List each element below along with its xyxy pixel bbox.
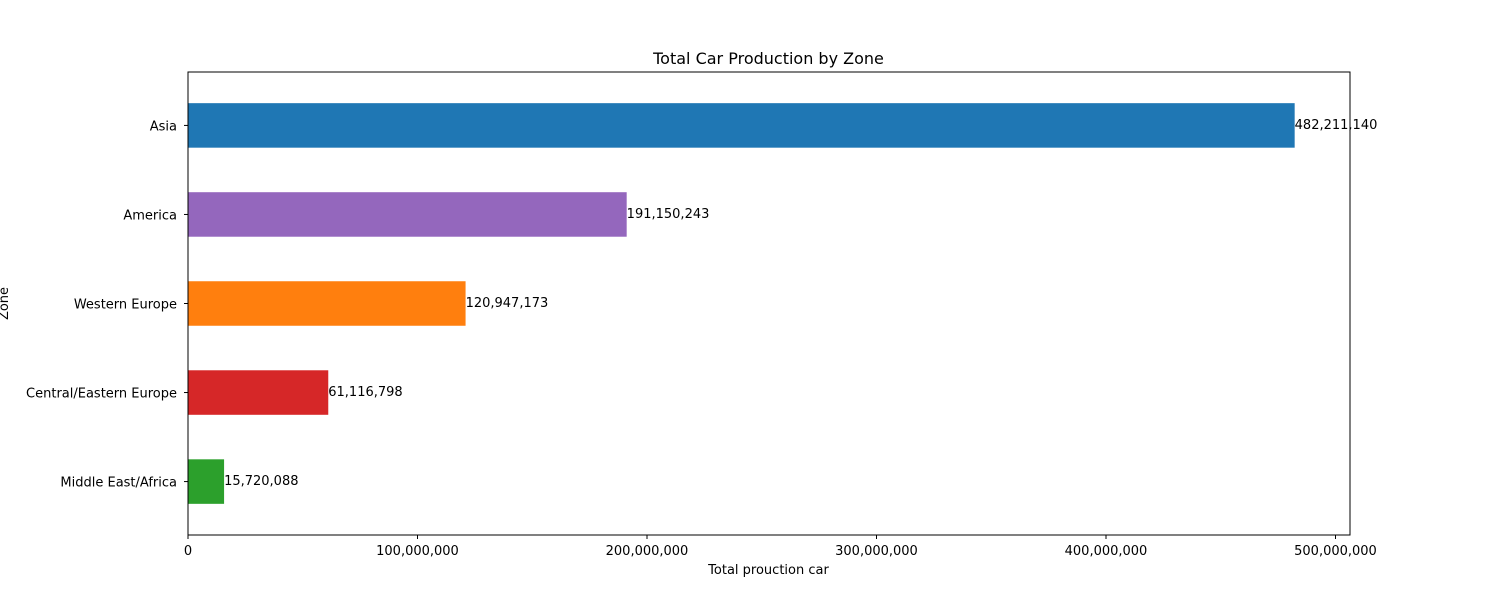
x-tick-label-1: 100,000,000 (376, 544, 459, 559)
x-tick-label-3: 300,000,000 (835, 544, 918, 559)
y-tick-label-western-europe: Western Europe (74, 298, 177, 313)
y-tick-label-asia: Asia (150, 119, 177, 134)
bar-labels-group: 15,720,088 61,116,798 120,947,173 191,150,2… (224, 118, 1377, 489)
bar-value-label-central-eastern-europe: 61,116,798 (328, 385, 402, 400)
bar-central-eastern-europe (188, 370, 329, 415)
y-tick-label-middle-east-africa: Middle East/Africa (60, 476, 177, 491)
bar-value-label-western-europe: 120,947,173 (466, 296, 549, 311)
x-tick-label-2: 200,000,000 (606, 544, 689, 559)
bar-value-label-middle-east-africa: 15,720,088 (224, 474, 298, 489)
x-axis-ticks: 0 100,000,000 200,000,000 300,000,000 400,00… (184, 535, 1377, 559)
y-axis-ticks: Middle East/Africa Central/Eastern Europe… (26, 119, 188, 491)
bar-value-label-asia: 482,211,140 (1295, 118, 1378, 133)
y-tick-label-central-eastern-europe: Central/Eastern Europe (26, 387, 177, 402)
bar-value-label-america: 191,150,243 (627, 207, 710, 222)
x-tick-label-5: 500,000,000 (1294, 544, 1377, 559)
x-axis-title: Total prouction car (707, 563, 829, 578)
chart-title: Total Car Production by Zone (652, 49, 884, 68)
y-axis-title: Zone (0, 287, 12, 320)
plot-frame (187, 71, 1351, 536)
bar-middle-east-africa (188, 459, 225, 504)
x-tick-label-4: 400,000,000 (1065, 544, 1148, 559)
bar-western-europe (188, 281, 466, 326)
bar-america (188, 192, 627, 237)
x-tick-label-0: 0 (184, 544, 192, 559)
y-tick-label-america: America (123, 208, 177, 223)
bars-group (188, 103, 1295, 504)
bar-asia (188, 103, 1295, 148)
